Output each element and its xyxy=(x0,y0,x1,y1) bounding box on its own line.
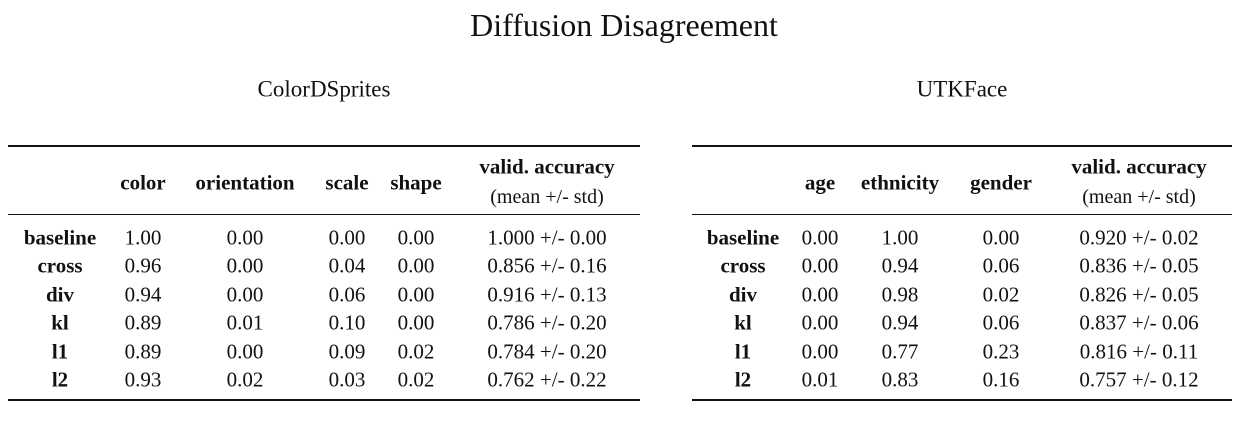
table-cell: 1.00 xyxy=(124,225,162,250)
table-cell: 0.02 xyxy=(226,367,264,392)
row-label: baseline xyxy=(23,225,97,250)
table-cell: 0.98 xyxy=(881,282,919,307)
table-cell: 0.94 xyxy=(124,282,162,307)
table-cell: 0.09 xyxy=(328,339,366,364)
table-cell: 0.77 xyxy=(881,339,919,364)
table-cell: 0.96 xyxy=(124,253,162,278)
table-cell: 0.784 +/- 0.20 xyxy=(487,339,607,364)
table-cell: 1.00 xyxy=(881,225,919,250)
table-rule xyxy=(8,145,640,147)
table-cell: 0.23 xyxy=(982,339,1020,364)
column-subheader: (mean +/- std) xyxy=(1082,186,1196,208)
row-label: l1 xyxy=(734,339,752,364)
table-cell: 0.856 +/- 0.16 xyxy=(487,253,607,278)
column-header: age xyxy=(804,170,836,195)
table-cell: 0.00 xyxy=(982,225,1020,250)
table-cell: 0.836 +/- 0.05 xyxy=(1079,253,1199,278)
table-cell: 0.00 xyxy=(801,339,839,364)
table-cell: 0.00 xyxy=(801,253,839,278)
table-cell: 0.01 xyxy=(801,367,839,392)
table-cell: 0.00 xyxy=(801,282,839,307)
table-cell: 0.00 xyxy=(801,310,839,335)
table-rule xyxy=(692,399,1232,401)
column-header: ethnicity xyxy=(860,170,940,195)
table-cell: 0.916 +/- 0.13 xyxy=(487,282,607,307)
table-cell: 0.00 xyxy=(226,253,264,278)
table-cell: 0.00 xyxy=(397,253,435,278)
table-cell: 0.04 xyxy=(328,253,366,278)
table-cell: 0.02 xyxy=(397,367,435,392)
row-label: l2 xyxy=(51,367,69,392)
table-cell: 0.02 xyxy=(397,339,435,364)
table-cell: 0.00 xyxy=(226,282,264,307)
table-cell: 0.06 xyxy=(328,282,366,307)
table-title: ColorDSprites xyxy=(257,76,391,102)
table-cell: 0.816 +/- 0.11 xyxy=(1079,339,1199,364)
column-header: gender xyxy=(970,170,1032,195)
table-cell: 0.762 +/- 0.22 xyxy=(487,367,607,392)
row-label: div xyxy=(45,282,75,307)
column-header: valid. accuracy xyxy=(479,154,615,179)
row-label: cross xyxy=(37,253,83,278)
table-cell: 0.00 xyxy=(397,282,435,307)
column-header: valid. accuracy xyxy=(1071,154,1207,179)
table-cell: 1.000 +/- 0.00 xyxy=(487,225,607,250)
table-cell: 0.00 xyxy=(397,310,435,335)
table-cell: 0.826 +/- 0.05 xyxy=(1079,282,1199,307)
row-label: kl xyxy=(51,310,69,335)
row-label: l2 xyxy=(734,367,752,392)
row-label: div xyxy=(728,282,758,307)
table-cell: 0.89 xyxy=(124,310,162,335)
table-rule xyxy=(8,214,640,216)
table-cell: 0.10 xyxy=(328,310,366,335)
column-header: color xyxy=(120,170,166,195)
column-header: scale xyxy=(325,170,369,195)
row-label: baseline xyxy=(706,225,780,250)
column-subheader: (mean +/- std) xyxy=(490,186,604,208)
table-cell: 0.786 +/- 0.20 xyxy=(487,310,607,335)
table-cell: 0.00 xyxy=(226,339,264,364)
table-cell: 0.16 xyxy=(982,367,1020,392)
table-cell: 0.00 xyxy=(226,225,264,250)
table-cell: 0.83 xyxy=(881,367,919,392)
table-cell: 0.757 +/- 0.12 xyxy=(1079,367,1199,392)
table-cell: 0.920 +/- 0.02 xyxy=(1079,225,1199,250)
row-label: l1 xyxy=(51,339,69,364)
table-cell: 0.837 +/- 0.06 xyxy=(1079,310,1199,335)
column-header: shape xyxy=(390,170,442,195)
table-cell: 0.00 xyxy=(801,225,839,250)
table-cell: 0.94 xyxy=(881,310,919,335)
table-cell: 0.00 xyxy=(397,225,435,250)
table-cell: 0.00 xyxy=(328,225,366,250)
table-rule xyxy=(692,145,1232,147)
row-label: kl xyxy=(734,310,752,335)
row-label: cross xyxy=(720,253,766,278)
table-cell: 0.03 xyxy=(328,367,366,392)
table-cell: 0.01 xyxy=(226,310,264,335)
table-title: UTKFace xyxy=(916,76,1008,102)
table-cell: 0.06 xyxy=(982,253,1020,278)
table-cell: 0.89 xyxy=(124,339,162,364)
table-rule xyxy=(8,399,640,401)
table-cell: 0.94 xyxy=(881,253,919,278)
table-cell: 0.02 xyxy=(982,282,1020,307)
column-header: orientation xyxy=(195,170,295,195)
figure-title: Diffusion Disagreement xyxy=(470,7,778,43)
table-rule xyxy=(692,214,1232,216)
table-cell: 0.93 xyxy=(124,367,162,392)
table-cell: 0.06 xyxy=(982,310,1020,335)
